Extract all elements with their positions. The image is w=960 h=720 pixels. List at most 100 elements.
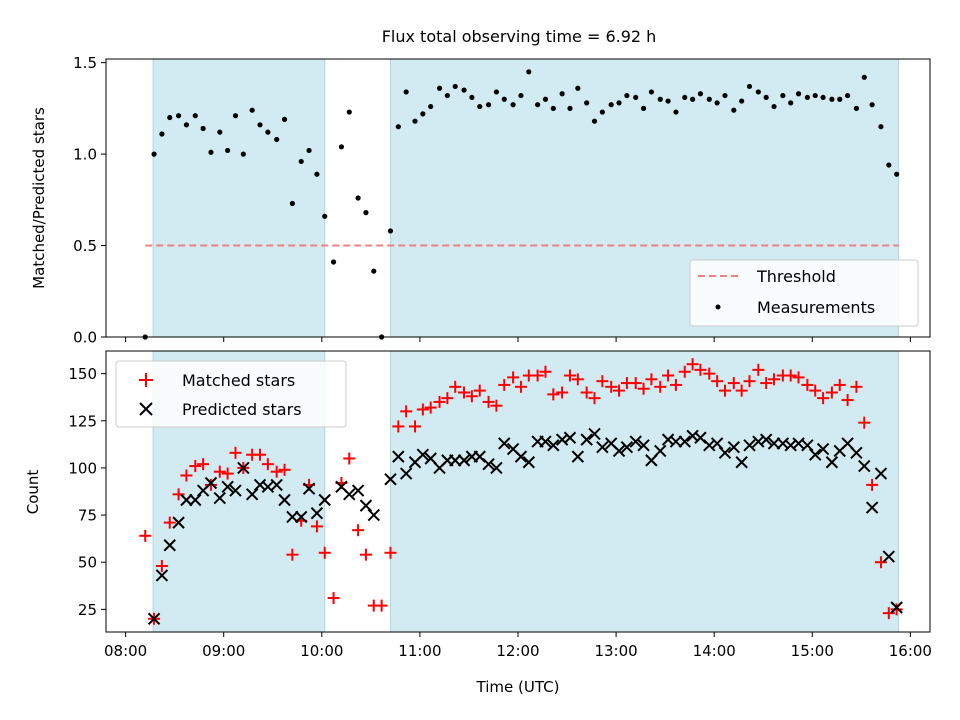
- measurements-point: [608, 102, 614, 108]
- measurements-point: [232, 113, 239, 119]
- matched-stars-point: [645, 373, 658, 386]
- measurements-point: [820, 94, 826, 101]
- matched-stars-point: [375, 599, 388, 612]
- measurements-point: [575, 85, 581, 91]
- matched-stars-point: [792, 371, 805, 384]
- y-tick-label: 125: [68, 412, 97, 430]
- matched-stars-point: [678, 365, 691, 378]
- predicted-stars-point: [237, 461, 250, 475]
- measurements-point: [355, 195, 361, 201]
- measurements-point: [428, 103, 434, 110]
- measurements-point: [412, 118, 418, 124]
- measurements-point: [886, 162, 892, 168]
- measurements-point: [518, 92, 524, 99]
- matched-stars-point: [547, 388, 560, 401]
- measurements-point: [298, 158, 304, 165]
- measurements-point: [845, 92, 851, 99]
- x-tick-label: 08:00: [104, 642, 147, 660]
- measurements-point: [526, 69, 532, 75]
- matched-stars-point: [817, 392, 830, 405]
- measurements-point: [452, 83, 458, 90]
- y-tick-label: 0.0: [73, 329, 97, 347]
- measurements-point: [510, 102, 516, 108]
- measurements-point: [485, 102, 492, 108]
- legend-predicted-label: Predicted stars: [182, 400, 302, 419]
- measurements-point: [812, 92, 818, 99]
- legend-matched-label: Matched stars: [182, 371, 295, 390]
- predicted-stars-point: [367, 508, 381, 522]
- measurements-point: [281, 116, 288, 122]
- matched-stars-point: [327, 592, 340, 605]
- measurements-point: [861, 74, 867, 80]
- predicted-stars-point: [392, 450, 405, 463]
- predicted-stars-point: [172, 516, 185, 529]
- x-tick-label: 13:00: [594, 642, 637, 660]
- measurements-point: [616, 100, 622, 106]
- measurements-point: [208, 149, 214, 155]
- measurements-point: [869, 102, 875, 108]
- matched-stars-point: [229, 446, 242, 459]
- shaded-region-0: [152, 58, 326, 338]
- matched-stars-point: [514, 380, 527, 393]
- matched-stars-point: [890, 603, 903, 616]
- measurements-point: [469, 94, 475, 101]
- predicted-stars-point: [351, 484, 365, 497]
- matched-stars-point: [392, 420, 405, 433]
- matched-stars-point: [197, 458, 210, 471]
- matched-stars-point: [686, 358, 699, 371]
- predicted-stars-point: [727, 440, 741, 454]
- measurements-point: [192, 113, 198, 119]
- count-panel-ylabel: Count: [24, 470, 42, 515]
- matched-stars-point: [784, 369, 797, 382]
- predicted-stars-point: [343, 488, 356, 501]
- predicted-stars-point: [588, 427, 601, 441]
- count-legend: Matched stars Predicted stars: [115, 360, 347, 428]
- matched-stars-point: [180, 469, 193, 482]
- predicted-stars-point: [155, 569, 169, 582]
- measurements-point: [420, 111, 426, 117]
- count-panel: 25 50 75 100 125 150 08:00 09:00 10:00 11:00 12:0…: [24, 350, 932, 696]
- measurements-point: [894, 171, 900, 177]
- ratio-panel-shaded-regions: [152, 58, 900, 338]
- measurements-point: [461, 87, 467, 93]
- matched-stars-point: [703, 367, 716, 380]
- matched-stars-point: [718, 384, 731, 397]
- predicted-stars-point: [221, 480, 234, 493]
- count-legend-box: [115, 360, 347, 428]
- matched-stars-point: [213, 465, 226, 478]
- matched-stars-point: [498, 378, 511, 391]
- predicted-stars-point: [865, 501, 879, 514]
- matched-stars-point: [727, 377, 740, 390]
- measurements-point: [624, 92, 630, 99]
- measurements-point: [746, 83, 753, 90]
- measurements-point: [706, 96, 712, 102]
- measurements-point: [584, 100, 590, 106]
- predicted-stars-point: [457, 454, 471, 467]
- matched-stars-point: [409, 420, 421, 433]
- predicted-stars-point: [204, 476, 218, 490]
- matched-stars-point: [441, 392, 454, 405]
- measurements-point: [853, 105, 860, 111]
- predicted-stars-point: [612, 444, 626, 458]
- measurements-point: [183, 122, 190, 128]
- measurements-point: [330, 259, 337, 265]
- measurements-point: [322, 213, 328, 219]
- matched-stars-point: [711, 375, 724, 388]
- predicted-stars-point: [718, 446, 732, 460]
- matched-stars-point: [662, 369, 675, 382]
- predicted-stars-point: [580, 433, 593, 446]
- predicted-stars-point: [302, 482, 316, 495]
- predicted-stars-point: [310, 506, 324, 520]
- matched-stars-point: [482, 395, 495, 408]
- matched-stars-point: [139, 529, 152, 542]
- measurements-point: [501, 96, 507, 102]
- predicted-stars-point: [270, 478, 283, 492]
- measurements-point: [633, 94, 639, 101]
- measurements-point: [788, 100, 794, 106]
- predicted-stars-point: [482, 457, 495, 471]
- matched-stars-point: [580, 386, 593, 399]
- measurements-point: [159, 131, 165, 137]
- predicted-stars-point: [620, 440, 634, 454]
- matched-stars-point: [556, 386, 569, 399]
- matched-stars-point: [172, 488, 185, 501]
